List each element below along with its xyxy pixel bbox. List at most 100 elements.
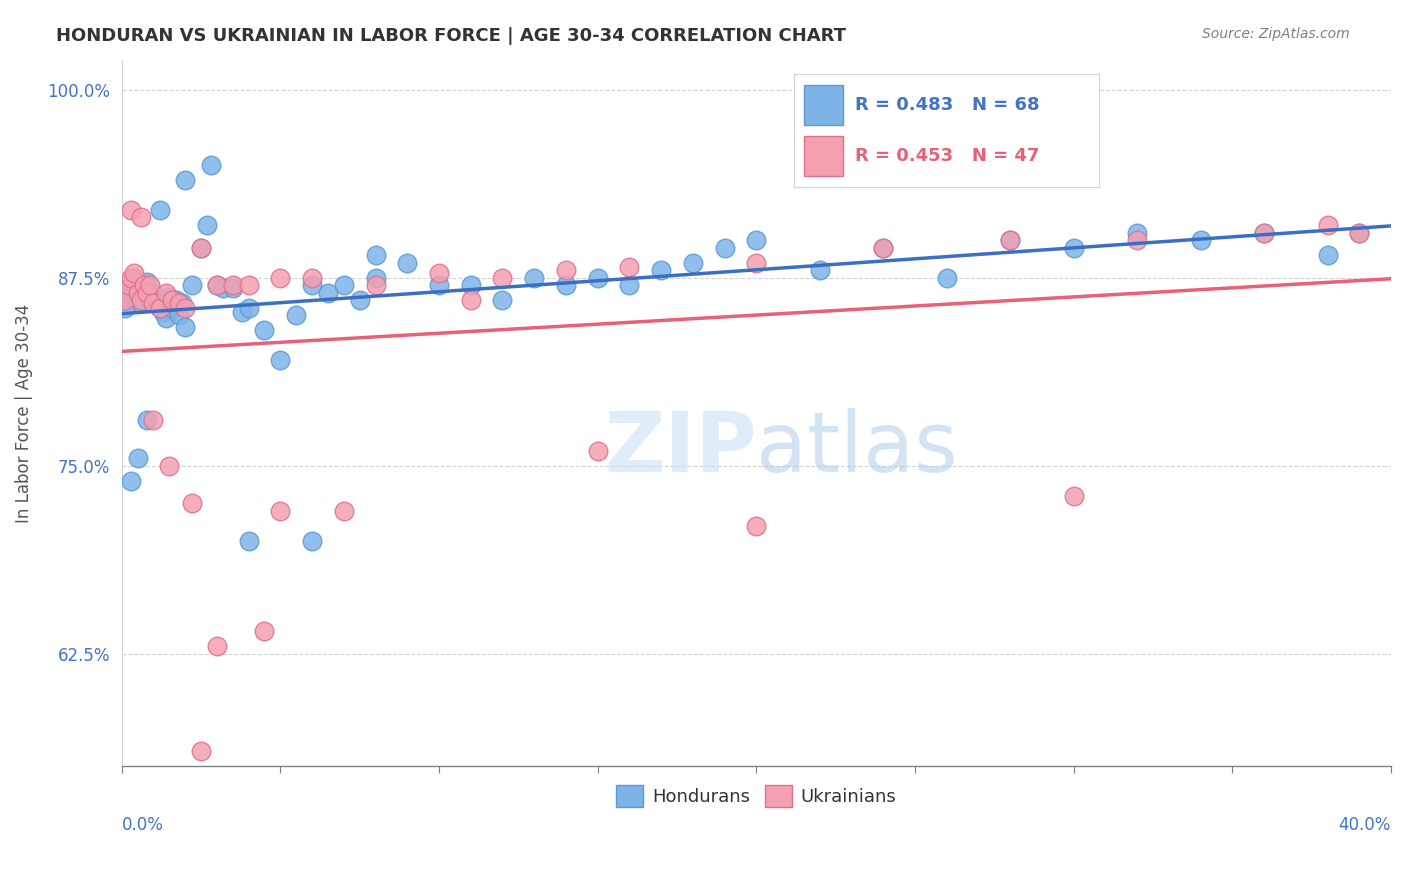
Ukrainians [745,518,768,533]
Ukrainians [120,270,142,285]
Hondurans [195,218,218,232]
Hondurans [142,285,165,300]
Hondurans [364,248,387,262]
Hondurans [1316,248,1339,262]
Ukrainians [1063,489,1085,503]
Ukrainians [120,202,142,217]
Ukrainians [301,270,323,285]
Text: ZIP: ZIP [603,408,756,489]
Hondurans [396,255,419,269]
Hondurans [222,281,245,295]
Ukrainians [149,301,172,315]
Hondurans [155,311,177,326]
Ukrainians [364,278,387,293]
Hondurans [120,474,142,488]
Text: atlas: atlas [756,408,957,489]
Ukrainians [222,278,245,293]
Hondurans [114,301,136,315]
Ukrainians [139,278,162,293]
Text: 40.0%: 40.0% [1339,816,1391,834]
Hondurans [238,301,260,315]
Ukrainians [238,278,260,293]
Hondurans [174,320,197,334]
Ukrainians [619,260,641,274]
Hondurans [139,293,162,308]
Hondurans [333,278,356,293]
Ukrainians [142,296,165,310]
Hondurans [745,233,768,247]
Hondurans [808,263,831,277]
Hondurans [586,270,609,285]
Hondurans [427,278,450,293]
Legend: Hondurans, Ukrainians: Hondurans, Ukrainians [609,777,904,814]
Hondurans [301,278,323,293]
Ukrainians [180,496,202,510]
Ukrainians [127,285,149,300]
Hondurans [136,413,159,427]
Hondurans [349,293,371,308]
Ukrainians [1126,233,1149,247]
Ukrainians [155,285,177,300]
Hondurans [132,281,155,295]
Hondurans [872,241,894,255]
Hondurans [120,278,142,293]
Hondurans [167,308,190,322]
Hondurans [1126,226,1149,240]
Ukrainians [253,624,276,638]
Hondurans [129,296,152,310]
Hondurans [162,301,184,315]
Hondurans [301,533,323,548]
Hondurans [460,278,482,293]
Hondurans [619,278,641,293]
Ukrainians [586,443,609,458]
Hondurans [127,285,149,300]
Hondurans [190,241,212,255]
Hondurans [157,290,180,304]
Hondurans [364,270,387,285]
Ukrainians [174,301,197,315]
Hondurans [1348,226,1371,240]
Ukrainians [872,241,894,255]
Hondurans [170,296,193,310]
Ukrainians [460,293,482,308]
Hondurans [555,278,578,293]
Ukrainians [745,255,768,269]
Ukrainians [142,413,165,427]
Ukrainians [1316,218,1339,232]
Hondurans [152,305,174,319]
Hondurans [205,278,228,293]
Ukrainians [129,293,152,308]
Hondurans [117,290,139,304]
Ukrainians [269,270,291,285]
Hondurans [212,281,235,295]
Hondurans [145,296,167,310]
Hondurans [1253,226,1275,240]
Text: 0.0%: 0.0% [122,816,163,834]
Hondurans [998,233,1021,247]
Ukrainians [491,270,513,285]
Hondurans [127,451,149,466]
Ukrainians [167,296,190,310]
Ukrainians [132,278,155,293]
Hondurans [650,263,672,277]
Text: HONDURAN VS UKRAINIAN IN LABOR FORCE | AGE 30-34 CORRELATION CHART: HONDURAN VS UKRAINIAN IN LABOR FORCE | A… [56,27,846,45]
Ukrainians [117,278,139,293]
Hondurans [713,241,735,255]
Ukrainians [1253,226,1275,240]
Hondurans [1063,241,1085,255]
Ukrainians [205,639,228,653]
Text: Source: ZipAtlas.com: Source: ZipAtlas.com [1202,27,1350,41]
Ukrainians [205,278,228,293]
Hondurans [149,301,172,315]
Hondurans [269,353,291,368]
Ukrainians [157,458,180,473]
Hondurans [238,533,260,548]
Ukrainians [269,504,291,518]
Ukrainians [190,241,212,255]
Ukrainians [114,293,136,308]
Hondurans [124,270,146,285]
Hondurans [114,285,136,300]
Hondurans [165,293,187,308]
Hondurans [149,202,172,217]
Ukrainians [136,285,159,300]
